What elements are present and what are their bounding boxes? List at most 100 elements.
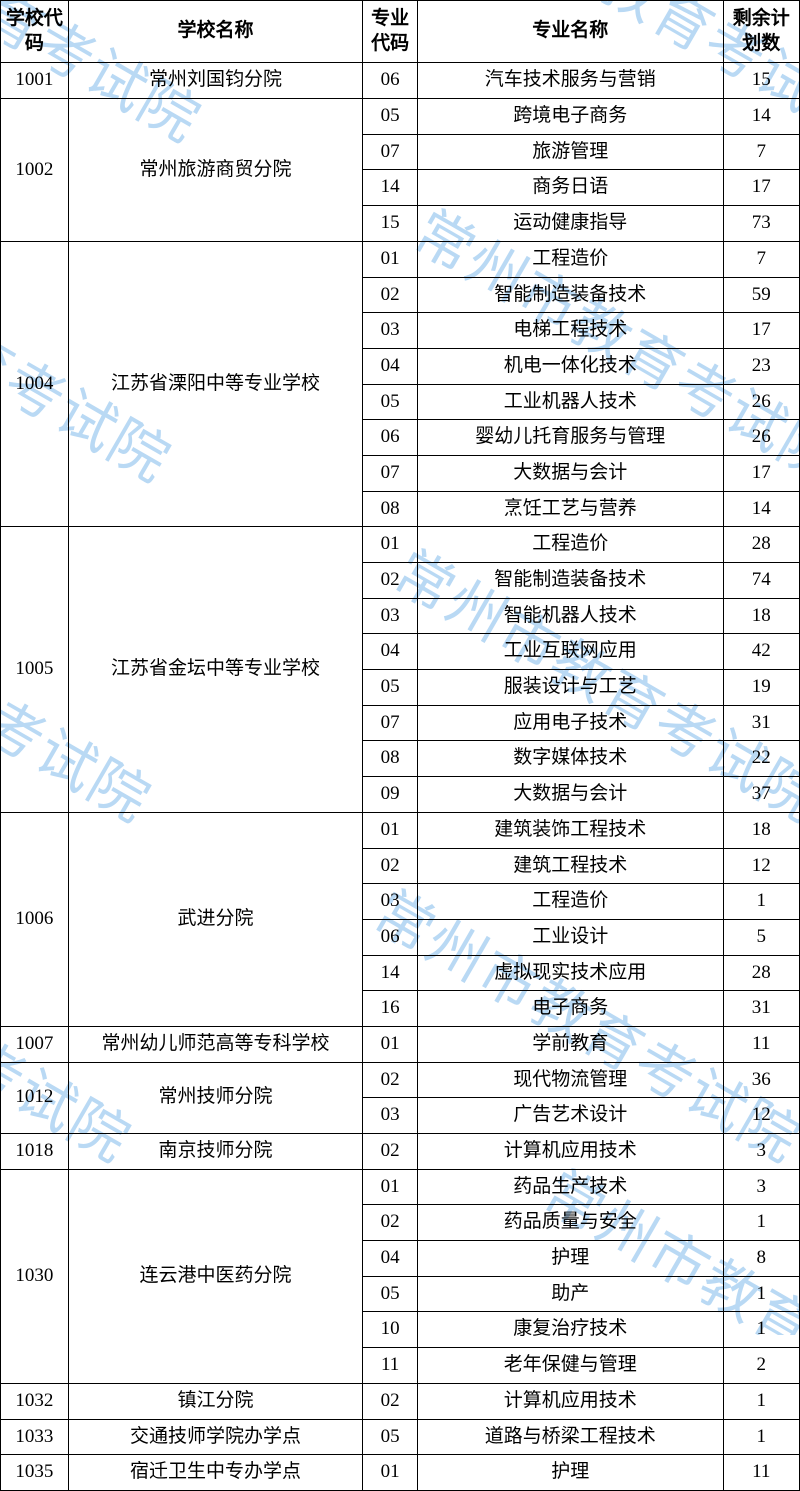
cell-major-code: 02 xyxy=(363,1205,418,1241)
cell-major-code: 02 xyxy=(363,1062,418,1098)
cell-major-name: 计算机应用技术 xyxy=(417,1134,723,1170)
cell-major-code: 09 xyxy=(363,777,418,813)
cell-school-code: 1012 xyxy=(1,1062,69,1133)
cell-major-name: 老年保健与管理 xyxy=(417,1348,723,1384)
cell-major-code: 03 xyxy=(363,1098,418,1134)
cell-school-name: 镇江分院 xyxy=(68,1383,363,1419)
cell-major-code: 02 xyxy=(363,277,418,313)
cell-major-name: 建筑装饰工程技术 xyxy=(417,812,723,848)
cell-school-code: 1005 xyxy=(1,527,69,813)
cell-school-name: 连云港中医药分院 xyxy=(68,1169,363,1383)
cell-remaining: 31 xyxy=(723,705,799,741)
cell-major-code: 15 xyxy=(363,206,418,242)
cell-major-code: 07 xyxy=(363,455,418,491)
cell-major-code: 04 xyxy=(363,634,418,670)
cell-major-code: 01 xyxy=(363,812,418,848)
cell-remaining: 73 xyxy=(723,206,799,242)
cell-major-name: 工程造价 xyxy=(417,527,723,563)
cell-remaining: 22 xyxy=(723,741,799,777)
cell-major-code: 06 xyxy=(363,63,418,99)
cell-major-code: 05 xyxy=(363,1276,418,1312)
cell-major-code: 01 xyxy=(363,1169,418,1205)
cell-major-name: 应用电子技术 xyxy=(417,705,723,741)
cell-remaining: 11 xyxy=(723,1455,799,1491)
cell-remaining: 59 xyxy=(723,277,799,313)
cell-major-name: 运动健康指导 xyxy=(417,206,723,242)
cell-major-name: 电子商务 xyxy=(417,991,723,1027)
cell-major-name: 智能制造装备技术 xyxy=(417,563,723,599)
table-row: 1005江苏省金坛中等专业学校01工程造价28 xyxy=(1,527,800,563)
cell-major-name: 大数据与会计 xyxy=(417,777,723,813)
cell-remaining: 31 xyxy=(723,991,799,1027)
cell-major-code: 02 xyxy=(363,1383,418,1419)
cell-major-name: 护理 xyxy=(417,1455,723,1491)
cell-school-code: 1006 xyxy=(1,812,69,1026)
cell-remaining: 1 xyxy=(723,1205,799,1241)
cell-remaining: 26 xyxy=(723,384,799,420)
cell-major-code: 01 xyxy=(363,1455,418,1491)
table-row: 1012常州技师分院02现代物流管理36 xyxy=(1,1062,800,1098)
cell-major-code: 01 xyxy=(363,241,418,277)
cell-major-name: 虚拟现实技术应用 xyxy=(417,955,723,991)
cell-major-name: 电梯工程技术 xyxy=(417,313,723,349)
cell-major-name: 工程造价 xyxy=(417,241,723,277)
cell-major-name: 婴幼儿托育服务与管理 xyxy=(417,420,723,456)
cell-major-code: 10 xyxy=(363,1312,418,1348)
cell-remaining: 5 xyxy=(723,919,799,955)
cell-remaining: 14 xyxy=(723,491,799,527)
cell-school-code: 1018 xyxy=(1,1134,69,1170)
cell-school-name: 常州幼儿师范高等专科学校 xyxy=(68,1026,363,1062)
header-school-name: 学校名称 xyxy=(68,1,363,63)
table-body: 1001常州刘国钧分院06汽车技术服务与营销151002常州旅游商贸分院05跨境… xyxy=(1,63,800,1491)
cell-major-name: 烹饪工艺与营养 xyxy=(417,491,723,527)
cell-major-code: 05 xyxy=(363,384,418,420)
cell-school-code: 1002 xyxy=(1,99,69,242)
cell-remaining: 14 xyxy=(723,99,799,135)
cell-major-code: 03 xyxy=(363,598,418,634)
cell-major-code: 04 xyxy=(363,1241,418,1277)
cell-major-name: 康复治疗技术 xyxy=(417,1312,723,1348)
cell-remaining: 12 xyxy=(723,848,799,884)
cell-remaining: 1 xyxy=(723,1419,799,1455)
cell-major-name: 工程造价 xyxy=(417,884,723,920)
cell-remaining: 26 xyxy=(723,420,799,456)
cell-remaining: 23 xyxy=(723,348,799,384)
cell-remaining: 18 xyxy=(723,598,799,634)
cell-major-code: 03 xyxy=(363,313,418,349)
cell-remaining: 3 xyxy=(723,1134,799,1170)
header-major-name: 专业名称 xyxy=(417,1,723,63)
cell-major-name: 广告艺术设计 xyxy=(417,1098,723,1134)
cell-major-name: 助产 xyxy=(417,1276,723,1312)
cell-remaining: 12 xyxy=(723,1098,799,1134)
cell-major-name: 工业机器人技术 xyxy=(417,384,723,420)
table-row: 1018南京技师分院02计算机应用技术3 xyxy=(1,1134,800,1170)
cell-remaining: 2 xyxy=(723,1348,799,1384)
cell-school-code: 1004 xyxy=(1,241,69,527)
cell-major-code: 07 xyxy=(363,134,418,170)
cell-major-code: 14 xyxy=(363,170,418,206)
cell-major-code: 04 xyxy=(363,348,418,384)
cell-school-code: 1035 xyxy=(1,1455,69,1491)
cell-major-name: 数字媒体技术 xyxy=(417,741,723,777)
cell-school-code: 1001 xyxy=(1,63,69,99)
cell-major-name: 工业设计 xyxy=(417,919,723,955)
header-remaining: 剩余计划数 xyxy=(723,1,799,63)
cell-remaining: 74 xyxy=(723,563,799,599)
cell-major-name: 工业互联网应用 xyxy=(417,634,723,670)
cell-remaining: 1 xyxy=(723,1276,799,1312)
cell-major-code: 02 xyxy=(363,563,418,599)
cell-school-code: 1007 xyxy=(1,1026,69,1062)
cell-major-name: 护理 xyxy=(417,1241,723,1277)
cell-school-name: 交通技师学院办学点 xyxy=(68,1419,363,1455)
cell-remaining: 8 xyxy=(723,1241,799,1277)
cell-remaining: 1 xyxy=(723,884,799,920)
cell-major-name: 建筑工程技术 xyxy=(417,848,723,884)
table-header-row: 学校代码 学校名称 专业代码 专业名称 剩余计划数 xyxy=(1,1,800,63)
cell-remaining: 7 xyxy=(723,241,799,277)
cell-school-code: 1033 xyxy=(1,1419,69,1455)
cell-school-name: 江苏省金坛中等专业学校 xyxy=(68,527,363,813)
cell-remaining: 15 xyxy=(723,63,799,99)
cell-major-code: 08 xyxy=(363,741,418,777)
cell-major-code: 05 xyxy=(363,670,418,706)
cell-major-name: 智能制造装备技术 xyxy=(417,277,723,313)
